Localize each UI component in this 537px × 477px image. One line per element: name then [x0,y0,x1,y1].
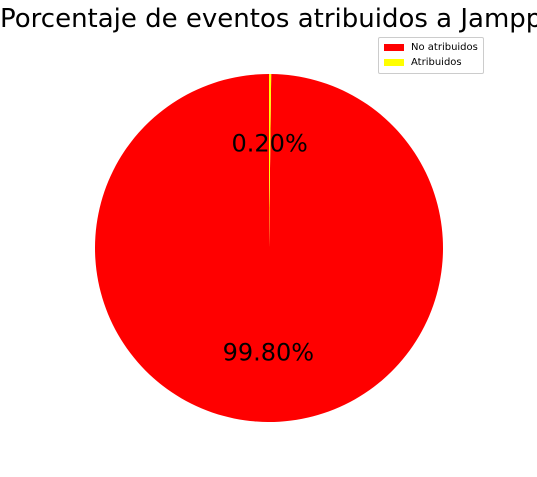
chart-title: Porcentaje de eventos atribuidos a Jampp [0,4,537,34]
pie-labels: 99.80% 0.20% [223,130,315,367]
legend-swatch-atribuidos [384,59,404,66]
legend-label-atribuidos: Atribuidos [411,57,462,68]
legend: No atribuidos Atribuidos [378,37,484,74]
legend-item-no-atribuidos: No atribuidos [379,40,483,55]
pie-slices [95,74,444,422]
legend-label-no-atribuidos: No atribuidos [411,42,478,53]
pie-label-no-atribuidos: 99.80% [223,338,315,366]
pie-slice-atribuidos [269,74,272,248]
pie-label-atribuidos: 0.20% [232,130,308,158]
legend-item-atribuidos: Atribuidos [379,55,483,70]
legend-swatch-no-atribuidos [384,44,404,51]
pie-slice-no-atribuidos [95,74,444,422]
